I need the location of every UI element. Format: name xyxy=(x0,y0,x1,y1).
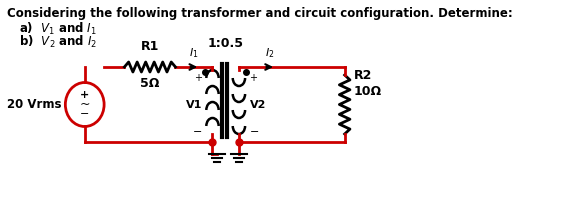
Text: −: − xyxy=(249,127,259,137)
Text: +: + xyxy=(194,73,202,83)
Text: b)  $V_2$ and $I_2$: b) $V_2$ and $I_2$ xyxy=(19,34,97,50)
Text: $I_2$: $I_2$ xyxy=(265,46,274,60)
Text: 10Ω: 10Ω xyxy=(354,85,382,98)
Text: 1:0.5: 1:0.5 xyxy=(207,37,244,50)
Text: ~: ~ xyxy=(80,98,90,111)
Text: −: − xyxy=(193,127,202,137)
Text: 20 Vrms: 20 Vrms xyxy=(7,98,62,111)
Text: V1: V1 xyxy=(186,99,202,109)
Text: a)  $V_1$ and $I_1$: a) $V_1$ and $I_1$ xyxy=(19,21,97,37)
Text: +: + xyxy=(80,91,89,101)
Text: R2: R2 xyxy=(354,69,372,82)
Text: +: + xyxy=(249,73,257,83)
Text: 5Ω: 5Ω xyxy=(140,77,160,90)
Text: −: − xyxy=(80,109,89,119)
Text: V2: V2 xyxy=(249,99,266,109)
Text: R1: R1 xyxy=(141,40,159,53)
Text: Considering the following transformer and circuit configuration. Determine:: Considering the following transformer an… xyxy=(7,7,513,20)
Text: $I_1$: $I_1$ xyxy=(189,46,199,60)
